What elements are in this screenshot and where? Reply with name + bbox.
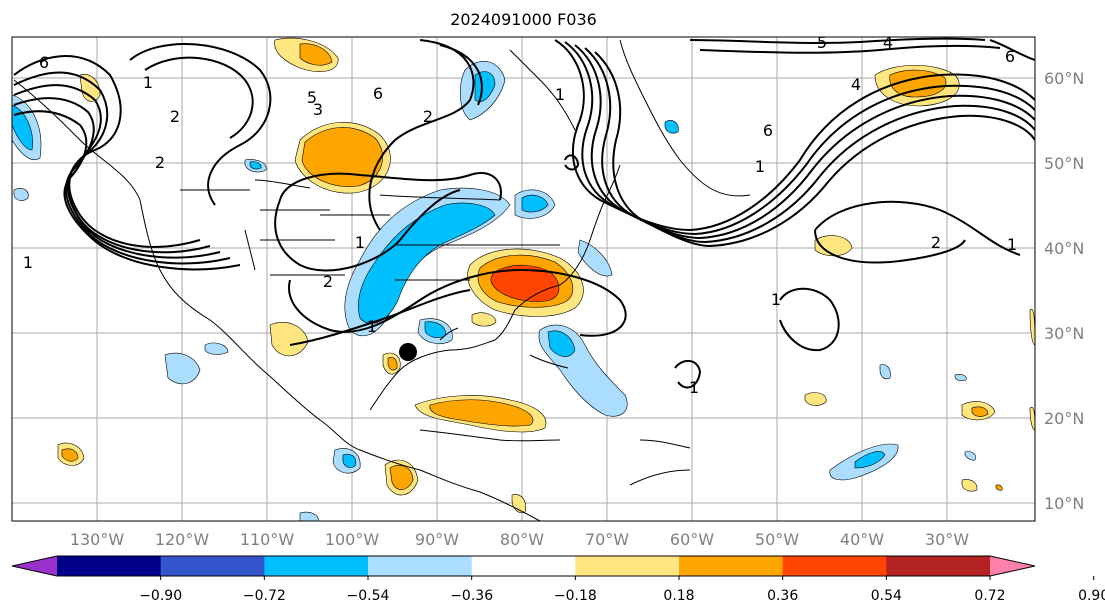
contour-label: 1 bbox=[355, 233, 365, 252]
storm-center-marker bbox=[399, 343, 417, 361]
contour-label: 5 bbox=[307, 88, 317, 107]
contour-label: 2 bbox=[323, 272, 333, 291]
map-frame bbox=[11, 36, 1036, 522]
contour-label: 1 bbox=[771, 290, 781, 309]
contour-label: 2 bbox=[423, 107, 433, 126]
colorbar-segment bbox=[57, 556, 162, 576]
contour-label: 1 bbox=[367, 317, 377, 336]
colorbar-segment bbox=[471, 556, 576, 576]
contour-label: 2 bbox=[155, 153, 165, 172]
colorbar-tick-label: −0.18 bbox=[554, 588, 597, 604]
lon-label: 50°W bbox=[755, 530, 799, 549]
colorbar-segment bbox=[679, 556, 784, 576]
colorbar-extend-max bbox=[990, 556, 1035, 576]
colorbar-tick-label: −0.72 bbox=[243, 588, 286, 604]
lon-label: 80°W bbox=[500, 530, 544, 549]
negative-anomaly-fills bbox=[12, 61, 977, 521]
contour-label: 1 bbox=[555, 85, 565, 104]
contour-label: 6 bbox=[763, 121, 773, 140]
latitude-labels: 60°N 50°N 40°N 30°N 20°N 10°N bbox=[1044, 69, 1084, 513]
contour-label: 2 bbox=[170, 107, 180, 126]
colorbar-tick-label: 0.36 bbox=[767, 588, 798, 604]
contour-label: 3 bbox=[313, 100, 323, 119]
lat-label: 30°N bbox=[1044, 324, 1084, 343]
colorbar-tick-label: −0.90 bbox=[139, 588, 182, 604]
colorbar-extend-min bbox=[12, 556, 57, 576]
lon-label: 40°W bbox=[840, 530, 884, 549]
contour-labels: 6 1 2 3 5 6 2 1 2 1 2 1 6 5 4 4 6 1 2 1 … bbox=[23, 33, 1017, 397]
colorbar-segment bbox=[886, 556, 991, 576]
lat-label: 60°N bbox=[1044, 69, 1084, 88]
contour-label: 6 bbox=[1005, 47, 1015, 66]
contour-label: 4 bbox=[851, 75, 861, 94]
lat-label: 20°N bbox=[1044, 409, 1084, 428]
lon-label: 90°W bbox=[415, 530, 459, 549]
contour-label: 6 bbox=[39, 53, 49, 72]
lon-label: 30°W bbox=[925, 530, 969, 549]
contour-label: 5 bbox=[817, 33, 827, 52]
colorbar-outline bbox=[11, 555, 1036, 577]
lon-label: 100°W bbox=[325, 530, 380, 549]
coastlines bbox=[13, 39, 751, 521]
contour-label: 4 bbox=[883, 33, 893, 52]
contour-label: 1 bbox=[143, 73, 153, 92]
lat-label: 10°N bbox=[1044, 494, 1084, 513]
lon-label: 120°W bbox=[155, 530, 210, 549]
contour-label: 1 bbox=[23, 253, 33, 272]
colorbar: −0.90 −0.72 −0.54 −0.36 −0.18 0.18 0.36 0.54 0.7… bbox=[11, 555, 1105, 604]
colorbar-tick-label: −0.54 bbox=[347, 588, 390, 604]
lon-label: 60°W bbox=[670, 530, 714, 549]
colorbar-segment bbox=[575, 556, 680, 576]
lon-label: 110°W bbox=[240, 530, 295, 549]
lat-label: 40°N bbox=[1044, 239, 1084, 258]
map-title: 2024091000 F036 bbox=[450, 10, 597, 29]
colorbar-segment bbox=[368, 556, 473, 576]
lon-label: 130°W bbox=[70, 530, 125, 549]
longitude-labels: 130°W 120°W 110°W 100°W 90°W 80°W 70°W 6… bbox=[70, 530, 969, 549]
colorbar-tick-label: 0.54 bbox=[871, 588, 902, 604]
contour-label: 1 bbox=[1007, 235, 1017, 254]
colorbar-segment bbox=[782, 556, 887, 576]
colorbar-tick-label: 0.90 bbox=[1078, 588, 1105, 604]
colorbar-tick-label: −0.36 bbox=[450, 588, 493, 604]
lon-label: 70°W bbox=[585, 530, 629, 549]
contour-label: 1 bbox=[689, 378, 699, 397]
lat-label: 50°N bbox=[1044, 154, 1084, 173]
colorbar-segment bbox=[264, 556, 369, 576]
contour-label: 6 bbox=[373, 84, 383, 103]
colorbar-tick-label: 0.18 bbox=[663, 588, 694, 604]
contour-label: 2 bbox=[931, 233, 941, 252]
colorbar-tick-label: 0.72 bbox=[974, 588, 1005, 604]
contour-lines bbox=[13, 37, 1035, 389]
colorbar-segment bbox=[160, 556, 265, 576]
contour-label: 1 bbox=[755, 157, 765, 176]
